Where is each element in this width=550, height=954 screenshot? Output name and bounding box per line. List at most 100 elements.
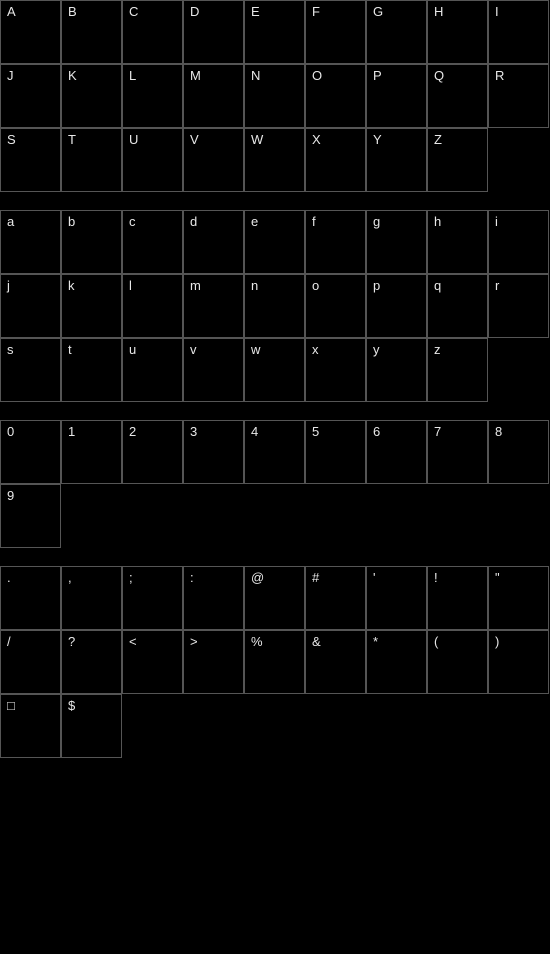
glyph-cell-empty bbox=[183, 484, 244, 548]
glyph-cell-empty bbox=[305, 694, 366, 758]
glyph-cell: t bbox=[61, 338, 122, 402]
glyph-cell: 3 bbox=[183, 420, 244, 484]
glyph-cell: ) bbox=[488, 630, 549, 694]
glyph-cell-empty bbox=[488, 694, 549, 758]
glyph-cell: O bbox=[305, 64, 366, 128]
glyph-cell: q bbox=[427, 274, 488, 338]
glyph-cell: C bbox=[122, 0, 183, 64]
glyph-cell-empty bbox=[488, 338, 549, 402]
glyph-cell: U bbox=[122, 128, 183, 192]
glyph-cell-empty bbox=[305, 484, 366, 548]
glyph-cell: ; bbox=[122, 566, 183, 630]
glyph-cell: y bbox=[366, 338, 427, 402]
glyph-cell: X bbox=[305, 128, 366, 192]
glyph-cell: 4 bbox=[244, 420, 305, 484]
glyph-cell: / bbox=[0, 630, 61, 694]
glyph-cell: E bbox=[244, 0, 305, 64]
glyph-cell: , bbox=[61, 566, 122, 630]
glyph-cell: ! bbox=[427, 566, 488, 630]
glyph-cell: n bbox=[244, 274, 305, 338]
glyph-cell: D bbox=[183, 0, 244, 64]
glyph-cell: Z bbox=[427, 128, 488, 192]
section-uppercase: ABCDEFGHIJKLMNOPQRSTUVWXYZ bbox=[0, 0, 550, 192]
glyph-cell: k bbox=[61, 274, 122, 338]
glyph-cell: e bbox=[244, 210, 305, 274]
glyph-cell: 6 bbox=[366, 420, 427, 484]
glyph-cell: 0 bbox=[0, 420, 61, 484]
glyph-cell: % bbox=[244, 630, 305, 694]
glyph-cell: I bbox=[488, 0, 549, 64]
glyph-cell: j bbox=[0, 274, 61, 338]
section-lowercase: abcdefghijklmnopqrstuvwxyz bbox=[0, 210, 550, 402]
glyph-cell: h bbox=[427, 210, 488, 274]
glyph-cell: p bbox=[366, 274, 427, 338]
glyph-cell: ? bbox=[61, 630, 122, 694]
glyph-cell: w bbox=[244, 338, 305, 402]
glyph-cell-empty bbox=[183, 694, 244, 758]
glyph-cell-empty bbox=[61, 484, 122, 548]
glyph-cell: V bbox=[183, 128, 244, 192]
glyph-cell-empty bbox=[366, 484, 427, 548]
grid-uppercase: ABCDEFGHIJKLMNOPQRSTUVWXYZ bbox=[0, 0, 549, 192]
section-digits: 0123456789 bbox=[0, 420, 550, 548]
glyph-cell: " bbox=[488, 566, 549, 630]
glyph-cell: H bbox=[427, 0, 488, 64]
glyph-cell: x bbox=[305, 338, 366, 402]
glyph-cell: 9 bbox=[0, 484, 61, 548]
glyph-cell: . bbox=[0, 566, 61, 630]
glyph-cell: ' bbox=[366, 566, 427, 630]
glyph-cell: $ bbox=[61, 694, 122, 758]
glyph-cell: S bbox=[0, 128, 61, 192]
glyph-cell: @ bbox=[244, 566, 305, 630]
glyph-cell: N bbox=[244, 64, 305, 128]
glyph-cell: * bbox=[366, 630, 427, 694]
glyph-cell: s bbox=[0, 338, 61, 402]
grid-lowercase: abcdefghijklmnopqrstuvwxyz bbox=[0, 210, 549, 402]
glyph-cell-empty bbox=[488, 484, 549, 548]
glyph-cell: a bbox=[0, 210, 61, 274]
glyph-cell-empty bbox=[366, 694, 427, 758]
glyph-cell: □ bbox=[0, 694, 61, 758]
glyph-cell-empty bbox=[427, 484, 488, 548]
glyph-cell: # bbox=[305, 566, 366, 630]
glyph-cell-empty bbox=[244, 694, 305, 758]
glyph-cell: c bbox=[122, 210, 183, 274]
glyph-cell: A bbox=[0, 0, 61, 64]
glyph-cell: B bbox=[61, 0, 122, 64]
glyph-cell: < bbox=[122, 630, 183, 694]
glyph-cell: 7 bbox=[427, 420, 488, 484]
glyph-cell: g bbox=[366, 210, 427, 274]
glyph-cell: f bbox=[305, 210, 366, 274]
glyph-cell: ( bbox=[427, 630, 488, 694]
glyph-cell: l bbox=[122, 274, 183, 338]
glyph-cell: o bbox=[305, 274, 366, 338]
glyph-cell: z bbox=[427, 338, 488, 402]
glyph-cell: M bbox=[183, 64, 244, 128]
glyph-cell-empty bbox=[122, 484, 183, 548]
glyph-cell-empty bbox=[427, 694, 488, 758]
glyph-cell: v bbox=[183, 338, 244, 402]
glyph-cell: G bbox=[366, 0, 427, 64]
glyph-cell: : bbox=[183, 566, 244, 630]
glyph-cell: Q bbox=[427, 64, 488, 128]
glyph-cell: F bbox=[305, 0, 366, 64]
glyph-cell: r bbox=[488, 274, 549, 338]
glyph-cell: u bbox=[122, 338, 183, 402]
glyph-cell: 8 bbox=[488, 420, 549, 484]
glyph-cell: J bbox=[0, 64, 61, 128]
glyph-cell: 2 bbox=[122, 420, 183, 484]
glyph-cell: m bbox=[183, 274, 244, 338]
glyph-cell: T bbox=[61, 128, 122, 192]
glyph-cell: & bbox=[305, 630, 366, 694]
glyph-cell: P bbox=[366, 64, 427, 128]
glyph-cell-empty bbox=[122, 694, 183, 758]
section-symbols: .,;:@#'!" /?<>%&*() □$ bbox=[0, 566, 550, 758]
glyph-cell: R bbox=[488, 64, 549, 128]
glyph-cell: i bbox=[488, 210, 549, 274]
glyph-cell: Y bbox=[366, 128, 427, 192]
glyph-cell-empty bbox=[244, 484, 305, 548]
grid-symbols: .,;:@#'!" /?<>%&*() □$ bbox=[0, 566, 549, 758]
glyph-cell-empty bbox=[488, 128, 549, 192]
glyph-cell: 5 bbox=[305, 420, 366, 484]
glyph-cell: > bbox=[183, 630, 244, 694]
